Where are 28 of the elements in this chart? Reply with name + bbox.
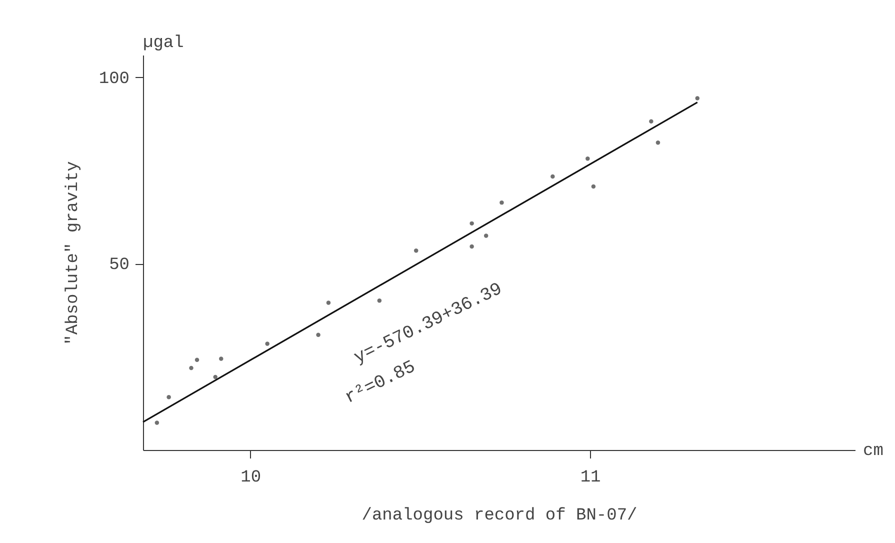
point <box>414 248 418 253</box>
point <box>591 184 596 189</box>
x-axis-title: /analogous record of BN-07/ <box>362 506 638 526</box>
point <box>656 140 660 145</box>
point <box>550 174 555 179</box>
point <box>213 374 218 380</box>
x-tick-label: 10 <box>240 468 262 488</box>
text: µgal <box>143 34 184 53</box>
point <box>500 200 504 205</box>
point <box>695 96 700 100</box>
point <box>194 358 200 362</box>
point <box>470 244 474 249</box>
point <box>265 342 270 346</box>
point <box>484 234 488 238</box>
y-tick-label: 50 <box>109 256 130 276</box>
text: cm <box>863 442 884 461</box>
point <box>326 300 331 305</box>
point <box>316 332 320 337</box>
y-tick-label: 100 <box>98 70 130 89</box>
x-tick-label: 11 <box>580 468 601 488</box>
point <box>189 366 194 370</box>
point <box>154 420 160 425</box>
point <box>586 156 590 161</box>
point <box>166 394 171 400</box>
y-axis-title: "Absolute" gravity <box>64 161 83 345</box>
point <box>470 221 474 226</box>
point <box>219 356 224 361</box>
point <box>649 119 654 124</box>
